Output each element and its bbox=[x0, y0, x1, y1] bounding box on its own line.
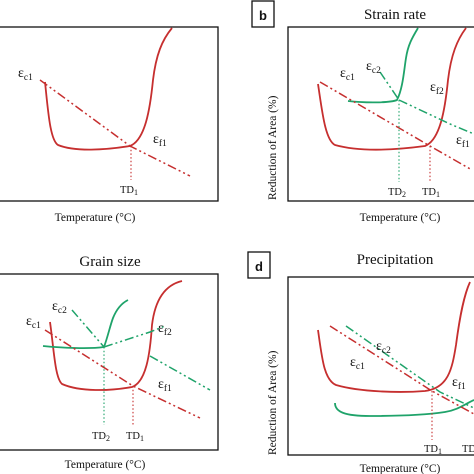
panel-b-eps-c2-line bbox=[379, 71, 400, 101]
panel-c-eps-c2-line bbox=[71, 309, 105, 348]
panel-c-td2-label: TD2 bbox=[92, 431, 110, 443]
panel-d-eps-f1-label: εf1 bbox=[452, 375, 466, 392]
panel-b-frame bbox=[287, 26, 474, 202]
panel-c: Grain size εc1 εc2 εf2 εf1 TD2 TD1 Tempe… bbox=[0, 254, 219, 471]
panel-b-eps-f1-label: εf1 bbox=[456, 133, 470, 150]
panel-c-frame bbox=[0, 273, 219, 451]
panel-b-title: Strain rate bbox=[364, 7, 426, 23]
panel-a: εc1 εf1 TD1 Temperature (°C) bbox=[0, 26, 219, 224]
panel-b-badge-box bbox=[251, 0, 275, 28]
panel-d-td1-label: TD1 bbox=[424, 444, 442, 456]
panel-c-ext-line bbox=[149, 355, 211, 391]
panel-c-eps-c2-label: εc2 bbox=[52, 299, 67, 316]
panel-a-eps-f1-label: εf1 bbox=[153, 132, 167, 149]
panel-b-ylabel: Reduction of Area (%) bbox=[267, 95, 279, 200]
panel-d-ra-curve-shifted bbox=[334, 399, 474, 417]
panel-c-title: Grain size bbox=[79, 254, 141, 270]
panel-c-eps-c1-label: εc1 bbox=[26, 314, 41, 331]
panel-a-eps-c1-label: εc1 bbox=[18, 66, 33, 83]
panel-d-xlabel: Temperature (°C) bbox=[360, 463, 441, 474]
panel-d-badge-box bbox=[247, 251, 271, 279]
panel-c-eps-c1-line bbox=[44, 329, 201, 419]
panel-b-eps-f2-label: εf2 bbox=[430, 80, 444, 97]
panel-c-eps-f2-line bbox=[103, 325, 166, 348]
panel-a-xlabel: Temperature (°C) bbox=[55, 212, 136, 224]
panel-b-badge: b bbox=[259, 8, 267, 23]
panel-a-eps-c1-line bbox=[39, 79, 191, 177]
panel-b-ra-curve bbox=[317, 27, 467, 151]
panel-c-eps-f2-label: εf2 bbox=[158, 321, 172, 338]
panel-b-xlabel: Temperature (°C) bbox=[360, 212, 441, 224]
panel-d-ra-curve bbox=[317, 281, 471, 393]
panel-b-eps-c2-label: εc2 bbox=[366, 59, 381, 76]
panel-b-eps-c1-label: εc1 bbox=[340, 66, 355, 83]
panel-d-eps-c1-label: εc1 bbox=[350, 355, 365, 372]
panel-b-td1-label: TD1 bbox=[422, 187, 440, 199]
panel-d-frame bbox=[287, 276, 474, 456]
panel-c-td1-label: TD1 bbox=[126, 431, 144, 443]
panel-c-ra-curve bbox=[49, 280, 183, 391]
panel-a-td1-label: TD1 bbox=[120, 185, 138, 197]
panel-c-eps-f1-label: εf1 bbox=[158, 377, 172, 394]
panel-d-td-extra-label: TD bbox=[462, 444, 474, 455]
panel-b-ra-curve-shifted bbox=[347, 27, 419, 104]
panel-d-ylabel: Reduction of Area (%) bbox=[267, 350, 279, 455]
panel-c-ra-curve-shifted bbox=[42, 299, 129, 349]
panel-d-eps-c2-line bbox=[345, 325, 474, 409]
panel-b-eps-f2-line bbox=[398, 99, 474, 135]
panel-d-title: Precipitation bbox=[357, 252, 434, 268]
panel-d: d Precipitation Reduction of Area (%) εc… bbox=[247, 251, 474, 474]
panel-d-eps-c2-label: εc2 bbox=[376, 339, 391, 356]
panel-b: b Strain rate Reduction of Area (%) εc1 … bbox=[251, 0, 474, 224]
panel-d-eps-c1-line bbox=[329, 325, 474, 415]
panel-c-xlabel: Temperature (°C) bbox=[65, 459, 146, 471]
panel-a-frame bbox=[0, 26, 219, 202]
panel-d-badge: d bbox=[255, 259, 263, 274]
panel-b-td2-label: TD2 bbox=[388, 187, 406, 199]
